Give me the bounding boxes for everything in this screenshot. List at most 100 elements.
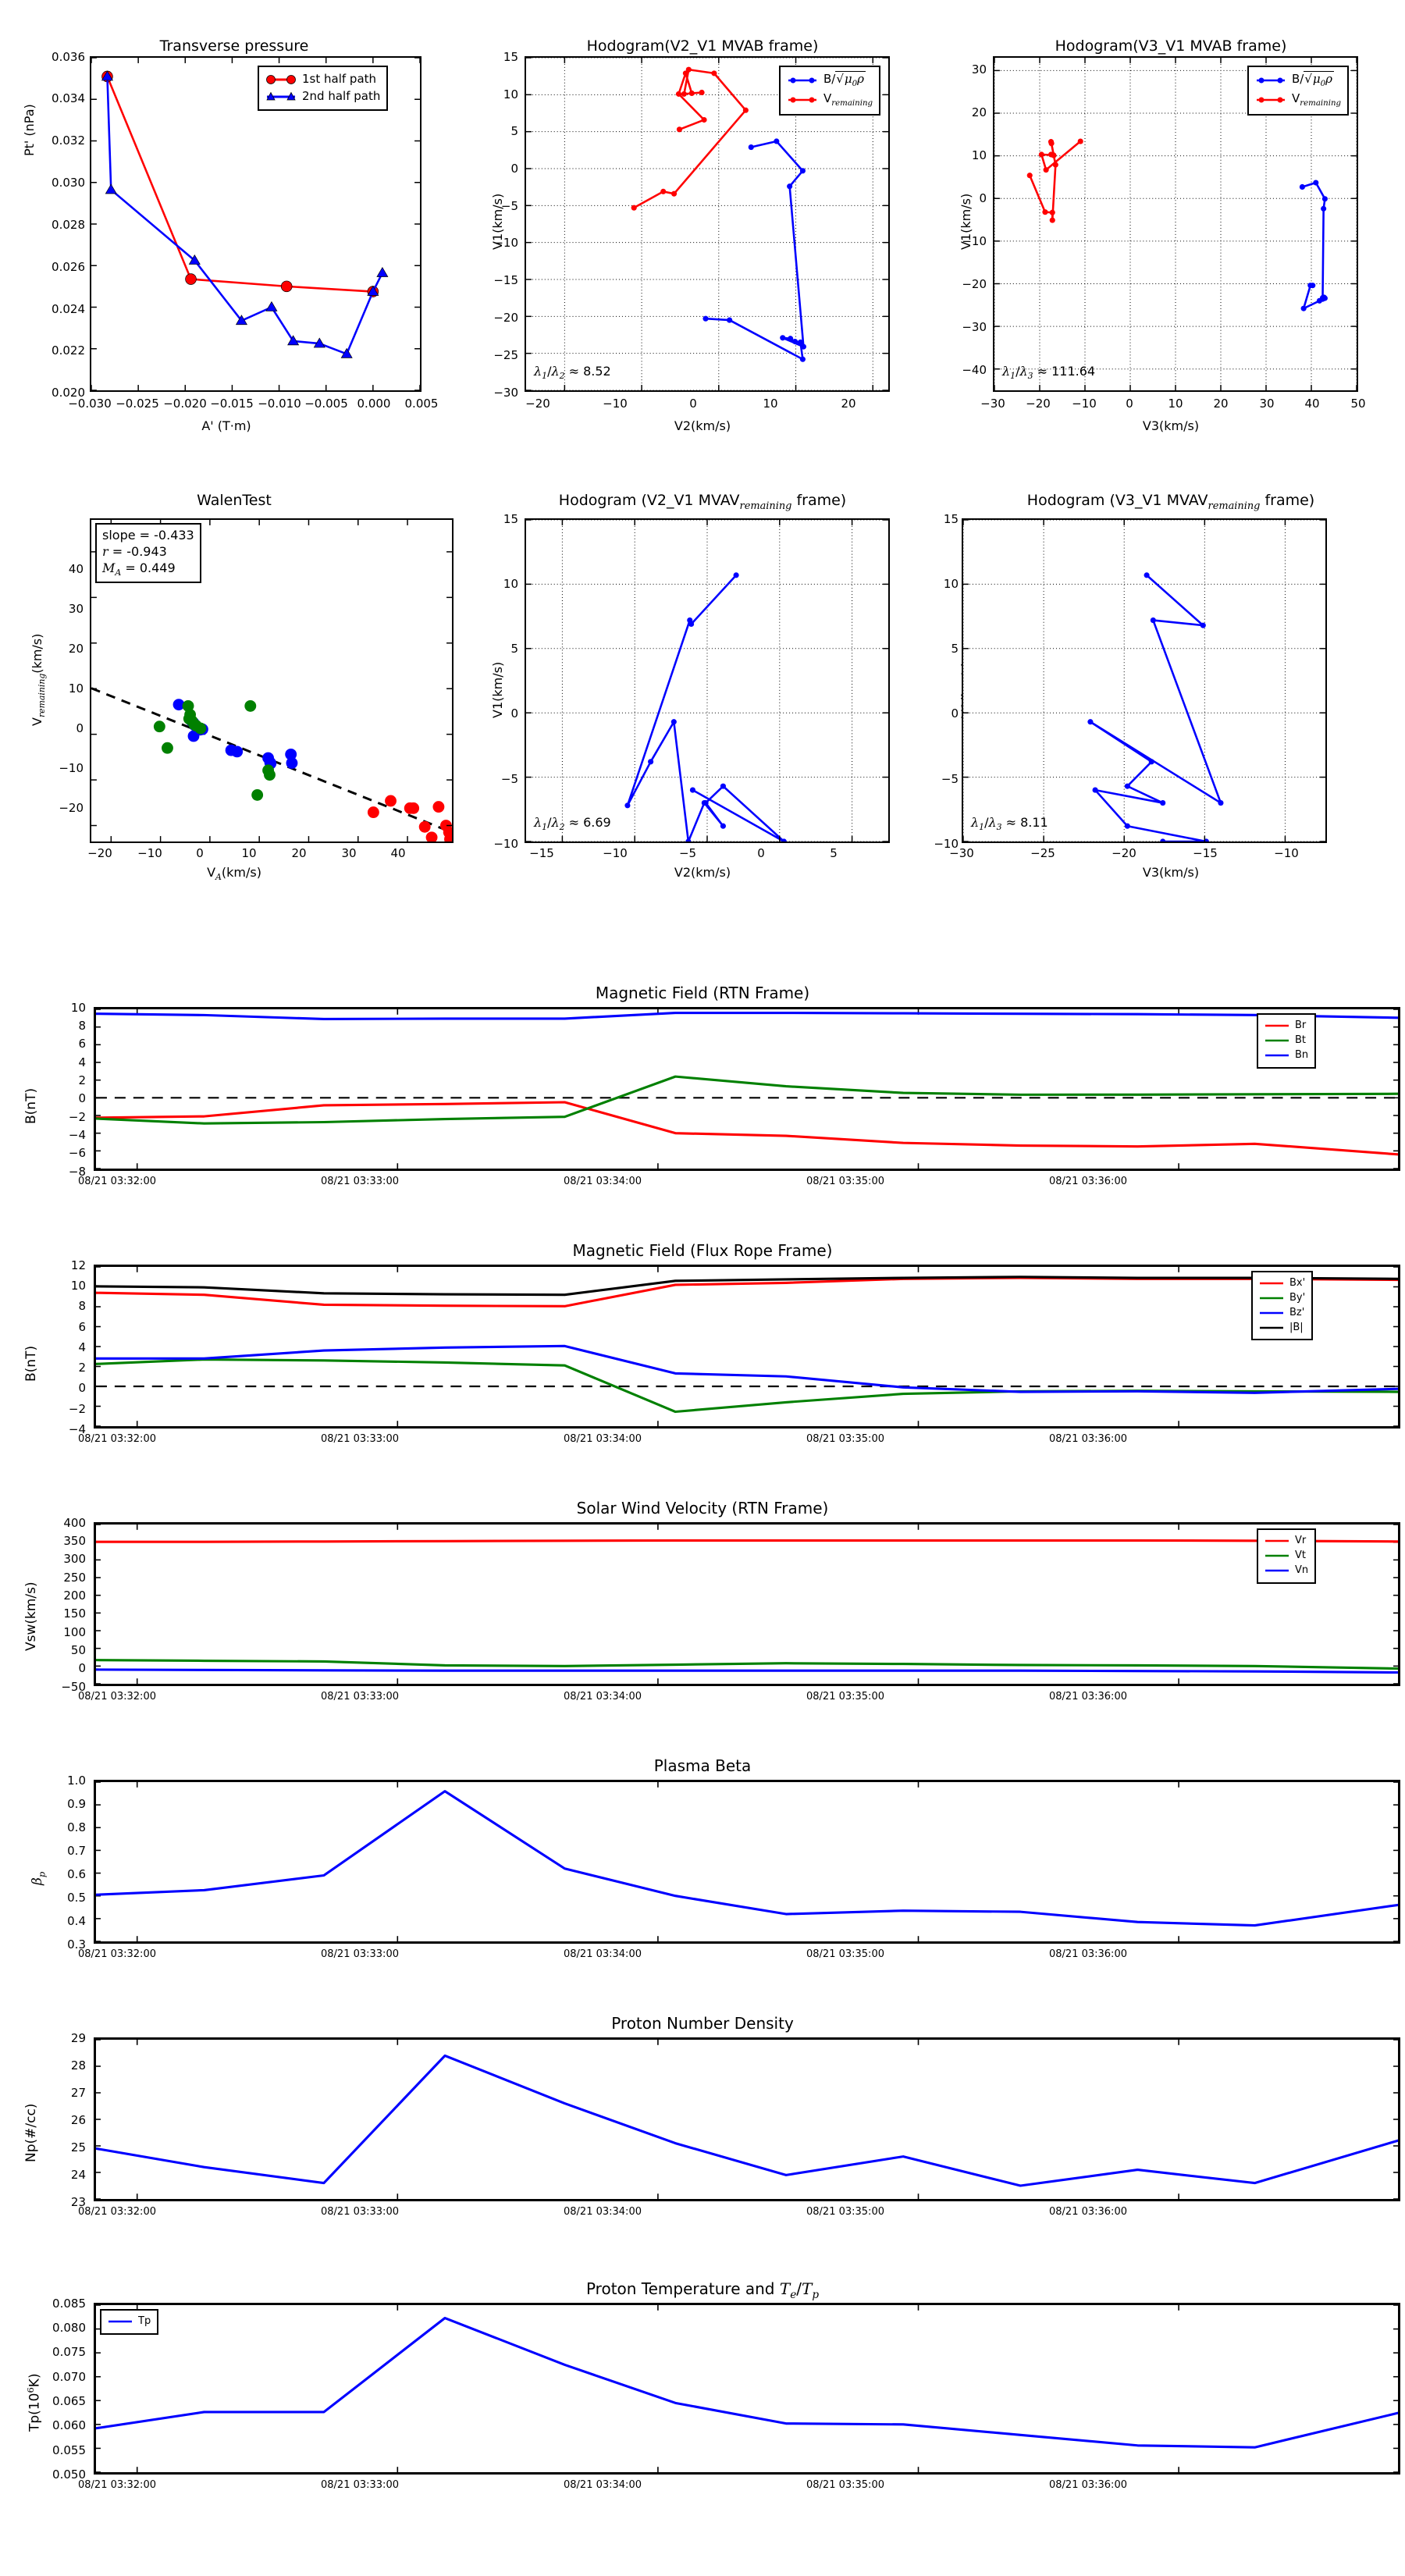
y-tick: 0 (78, 1381, 86, 1395)
series-layer (526, 58, 888, 390)
annotation-value: ≈ 111.64 (1037, 364, 1096, 379)
x-tick: 08/21 03:33:00 (321, 1433, 399, 1445)
series-layer (96, 2305, 1398, 2472)
y-tick: 20 (68, 642, 84, 656)
panel-title: Magnetic Field (RTN Frame) (595, 984, 810, 1002)
panel-proton-number-density: Proton Number Density Np(#/cc) 29 28 27 … (0, 1998, 1405, 2256)
legend-item-br: Br (1264, 1019, 1308, 1034)
panel-hodogram-v2v1-mvav: Hodogram (V2_V1 MVAVremaining frame) V1(… (468, 468, 937, 906)
y-tick: 0.024 (52, 302, 85, 316)
x-tick: 08/21 03:33:00 (321, 2206, 399, 2218)
eigenvalue-ratio-annotation: λ1/λ2 ≈ 6.69 (534, 815, 611, 833)
y-tick: 26 (70, 2113, 86, 2127)
legend-label: |B| (1289, 1321, 1304, 1333)
legend-label: By' (1289, 1291, 1306, 1304)
x-tick: 08/21 03:32:00 (78, 1948, 156, 1960)
y-tick: 30 (971, 62, 987, 76)
y-tick: 0 (979, 191, 987, 205)
series-layer (96, 1009, 1398, 1169)
x-tick: 08/21 03:34:00 (564, 1176, 642, 1187)
y-tick: 0 (78, 1661, 86, 1675)
legend-item-bz: Bz' (1259, 1306, 1305, 1321)
y-tick: 5 (510, 642, 518, 656)
panel-hodogram-v3v1-mvav: Hodogram (V3_V1 MVAVremaining frame) V1(… (934, 468, 1405, 906)
y-tick: 0 (510, 706, 518, 720)
x-tick: −10 (137, 846, 162, 860)
y-tick: 0.8 (67, 1820, 86, 1834)
legend-item-first-half: 1st half path (265, 71, 380, 88)
x-tick: 20 (291, 846, 307, 860)
x-tick: 08/21 03:33:00 (321, 1948, 399, 1960)
x-tick: −25 (1030, 846, 1055, 860)
legend-swatch-line-red (788, 97, 816, 103)
y-tick: 12 (70, 1258, 86, 1272)
legend-label: 1st half path (302, 72, 377, 86)
legend-item-alfven-velocity: B/√μ0ρ (1255, 71, 1341, 91)
legend-item-vn: Vn (1264, 1564, 1308, 1578)
x-tick: 08/21 03:32:00 (78, 1691, 156, 1703)
legend-swatch-red (1265, 1540, 1289, 1542)
plot-area (94, 1265, 1400, 1429)
y-tick: 200 (63, 1589, 86, 1603)
y-tick: −5 (500, 772, 518, 786)
x-tick: 40 (390, 846, 406, 860)
legend-label: Vn (1295, 1564, 1309, 1576)
legend-swatch-blue (1265, 1054, 1289, 1057)
y-tick: −20 (59, 801, 84, 815)
legend-swatch-green (1265, 1555, 1289, 1557)
y-tick: 0 (951, 706, 959, 720)
panel-title: Magnetic Field (Flux Rope Frame) (572, 1241, 833, 1260)
y-tick: 100 (63, 1625, 86, 1639)
y-tick: −20 (493, 311, 518, 325)
y-tick: 2 (78, 1073, 86, 1087)
y-tick: 0 (78, 1091, 86, 1105)
plot-area (94, 1522, 1400, 1686)
y-tick: 0.7 (67, 1844, 86, 1858)
x-tick: 5 (830, 846, 838, 860)
y-axis-label: Np(#/cc) (23, 2103, 39, 2162)
eigenvalue-ratio-annotation: λ1/λ2 ≈ 8.52 (534, 364, 611, 382)
series-layer (91, 58, 420, 390)
series-layer (91, 520, 452, 841)
y-tick: 0.080 (52, 2321, 86, 2335)
panel-title-subscript: remaining (1208, 500, 1261, 512)
y-tick: 24 (70, 2168, 86, 2182)
y-axis-label: Pt' (nPa) (22, 104, 37, 156)
y-tick: −10 (59, 761, 84, 775)
plot-area (94, 1007, 1400, 1171)
y-tick: −30 (962, 320, 987, 334)
panel-title: Hodogram(V3_V1 MVAB frame) (1055, 37, 1287, 55)
legend: Br Bt Bn (1257, 1013, 1317, 1069)
panel-hodogram-v3v1-mvab: Hodogram(V3_V1 MVAB frame) V1(km/s) V3(k… (937, 0, 1405, 468)
x-tick: −0.030 (68, 397, 112, 411)
x-tick: 08/21 03:34:00 (564, 2479, 642, 2491)
x-tick: 08/21 03:34:00 (564, 1948, 642, 1960)
y-tick: 23 (70, 2195, 86, 2209)
x-tick: −10 (1274, 846, 1299, 860)
x-axis-label: V2(km/s) (674, 418, 731, 433)
panel-title: Solar Wind Velocity (RTN Frame) (576, 1499, 829, 1517)
series-layer (96, 1267, 1398, 1426)
panel-title: Proton Temperature and Te/Tp (585, 2279, 820, 2301)
legend-item-bmag: |B| (1259, 1321, 1305, 1336)
y-tick: −10 (493, 837, 518, 851)
panel-magnetic-field-fluxrope: Magnetic Field (Flux Rope Frame) B(nT) 1… (0, 1226, 1405, 1483)
y-tick: −6 (68, 1146, 86, 1160)
y-tick: 0.030 (52, 176, 85, 190)
legend-label: Bn (1295, 1048, 1309, 1061)
y-tick: 0.065 (52, 2394, 86, 2408)
legend-item-alfven-velocity: B/√μ0ρ (787, 71, 873, 91)
panel-magnetic-field-rtn: Magnetic Field (RTN Frame) B(nT) 10 8 6 … (0, 968, 1405, 1226)
eigenvalue-ratio-annotation: λ1/λ3 ≈ 8.11 (971, 815, 1048, 833)
y-tick: 10 (503, 577, 518, 591)
y-tick: 250 (63, 1571, 86, 1585)
legend-swatch-red (1265, 1025, 1289, 1027)
y-tick: −8 (68, 1165, 86, 1179)
y-tick: −2 (68, 1402, 86, 1416)
series-layer (526, 520, 888, 841)
x-tick: 40 (1304, 397, 1320, 411)
x-tick: 08/21 03:36:00 (1049, 2206, 1127, 2218)
x-tick: −20 (1112, 846, 1136, 860)
walen-correlation: r = -0.943 (102, 544, 167, 560)
plot-area (993, 56, 1358, 392)
